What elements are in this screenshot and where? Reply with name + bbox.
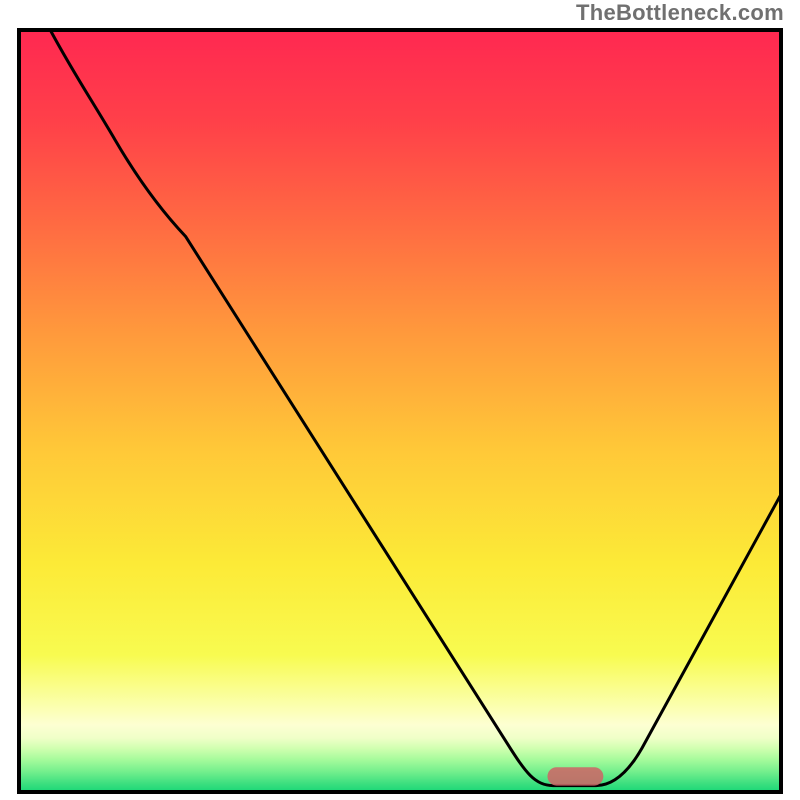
bottleneck-marker — [547, 767, 603, 785]
chart-root: { "watermark": { "text": "TheBottleneck.… — [0, 0, 800, 800]
watermark-text: TheBottleneck.com — [576, 0, 784, 26]
chart-background — [19, 30, 781, 792]
chart-svg — [17, 28, 783, 794]
bottleneck-curve-chart — [17, 28, 783, 794]
